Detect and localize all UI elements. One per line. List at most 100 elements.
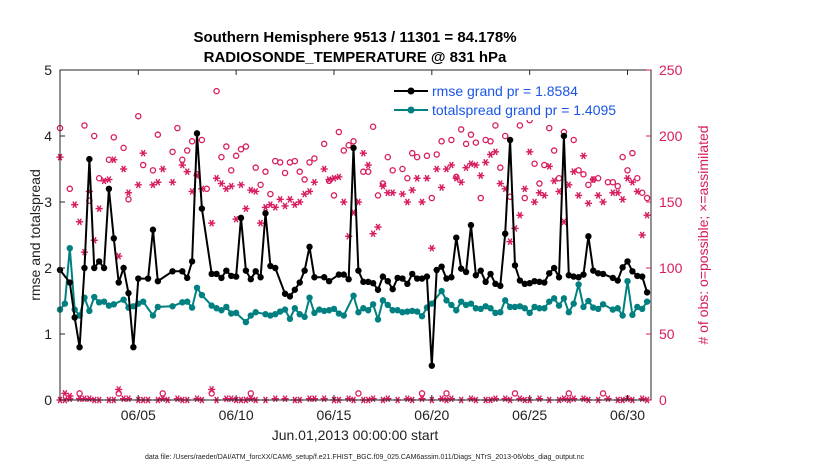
obs-possible-point	[501, 132, 509, 140]
totalspread-point	[120, 296, 127, 303]
rmse-point	[71, 314, 78, 321]
asterisk-stroke	[223, 185, 229, 193]
obs-possible-point	[497, 164, 504, 171]
right-y-tick-label: 200	[659, 128, 683, 144]
asterisk-stroke	[155, 178, 161, 186]
asterisk-stroke	[365, 161, 371, 169]
totalspread-point	[550, 295, 558, 302]
obs-assimilated-point	[345, 395, 353, 403]
obs-assimilated-point	[124, 189, 133, 197]
obs-assimilated-point	[261, 203, 270, 211]
x-tick-label: 06/20	[414, 407, 449, 423]
asterisk-stroke	[253, 187, 259, 195]
right-y-tick-label: 100	[659, 260, 683, 276]
obs-assimilated-point	[247, 186, 255, 194]
totalspread-point	[389, 307, 396, 314]
obs-assimilated-point	[496, 180, 504, 187]
rmse-point	[115, 279, 122, 286]
totalspread-point	[218, 307, 225, 314]
totalspread-point	[272, 311, 279, 318]
rmse-point	[629, 268, 636, 275]
totalspread-point	[472, 305, 480, 312]
asterisk-stroke	[571, 395, 577, 403]
obs-assimilated-point	[408, 186, 416, 194]
totalspread-point	[404, 308, 411, 315]
rmse-point	[188, 258, 196, 265]
rmse-point	[306, 243, 313, 251]
rmse-point	[120, 264, 127, 272]
totalspread-point	[188, 304, 196, 311]
left-y-tick-label: 1	[44, 326, 52, 342]
rmse-point	[487, 270, 494, 278]
asterisk-stroke	[522, 185, 528, 193]
obs-assimilated-point	[423, 174, 431, 182]
rmse-point	[100, 264, 108, 272]
rmse-point	[443, 275, 450, 282]
asterisk-stroke	[140, 149, 146, 157]
totalspread-point	[61, 300, 69, 307]
asterisk-stroke	[248, 186, 254, 194]
obs-possible-point	[565, 390, 573, 397]
obs-possible-point	[174, 124, 181, 132]
rmse-point	[433, 266, 440, 274]
footer-data-file: data file: /Users/raeder/DAI/ATM_forcXX/…	[145, 454, 585, 461]
obs-assimilated-point	[428, 244, 436, 252]
asterisk-stroke	[282, 395, 288, 403]
obs-possible-point	[232, 152, 240, 160]
obs-assimilated-point	[149, 181, 157, 189]
obs-possible-point	[218, 153, 225, 161]
obs-assimilated-point	[467, 160, 475, 168]
rmse-point	[614, 277, 621, 284]
rmse-point	[472, 272, 480, 279]
rmse-point	[575, 274, 582, 281]
left-y-axis-label: rmse and totalspread	[27, 169, 43, 301]
obs-possible-point	[252, 164, 259, 171]
right-y-axis-label: # of obs: o=possible; ×=assimilated	[695, 125, 711, 344]
obs-assimilated-point	[384, 395, 392, 403]
totalspread-point	[448, 301, 455, 309]
rmse-point	[477, 267, 484, 274]
rmse-point	[242, 267, 250, 274]
asterisk-stroke	[639, 395, 645, 403]
rmse-point	[193, 130, 201, 137]
chart-title-line2: RADIOSONDE_TEMPERATURE @ 831 hPa	[204, 49, 507, 66]
obs-assimilated-point	[71, 201, 79, 209]
asterisk-stroke	[175, 395, 180, 403]
obs-possible-point	[594, 174, 602, 182]
rmse-point	[213, 270, 220, 278]
obs-assimilated-point	[457, 178, 465, 186]
rmse-point	[144, 275, 152, 282]
obs-assimilated-point	[570, 168, 578, 176]
obs-assimilated-point	[467, 395, 475, 403]
rmse-point	[296, 279, 303, 286]
asterisk-stroke	[590, 176, 596, 184]
obs-possible-point	[511, 390, 519, 397]
obs-assimilated-point	[374, 223, 382, 231]
totalspread-point	[267, 312, 274, 319]
obs-possible-point	[291, 157, 299, 165]
obs-assimilated-point	[633, 187, 641, 195]
obs-assimilated-point	[115, 385, 123, 393]
obs-assimilated-point	[579, 395, 588, 403]
obs-possible-point	[384, 153, 392, 161]
asterisk-stroke	[468, 160, 474, 168]
totalspread-point	[355, 309, 362, 316]
rmse-point	[374, 286, 382, 293]
asterisk-stroke	[414, 174, 420, 182]
left-y-tick-label: 0	[44, 392, 52, 408]
asterisk-stroke	[77, 395, 82, 403]
asterisk-stroke	[561, 218, 567, 226]
asterisk-stroke	[341, 198, 347, 206]
asterisk-stroke	[483, 158, 489, 166]
asterisk-stroke	[600, 198, 606, 206]
obs-assimilated-point	[310, 178, 319, 186]
asterisk-stroke	[160, 165, 166, 173]
obs-assimilated-point	[95, 205, 103, 213]
asterisk-stroke	[493, 148, 498, 156]
rmse-point	[223, 267, 230, 274]
rmse-point	[360, 278, 367, 286]
rmse-point	[643, 289, 651, 296]
asterisk-stroke	[62, 389, 68, 397]
obs-possible-point	[580, 171, 587, 178]
rmse-point	[350, 144, 357, 152]
